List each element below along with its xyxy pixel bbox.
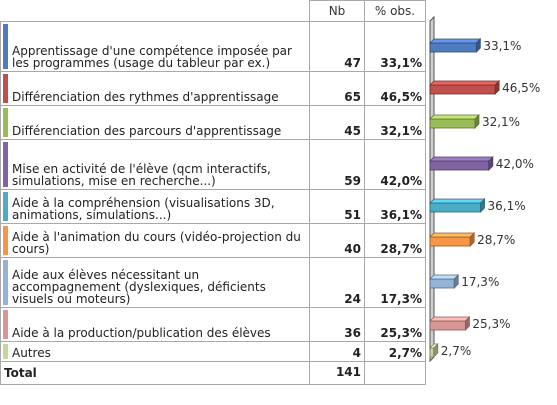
row-pct: 42,0% bbox=[364, 139, 426, 190]
bar-front bbox=[429, 42, 477, 53]
row-label-cell: Apprentissage d'une compétence imposée p… bbox=[0, 21, 310, 72]
bar-top bbox=[429, 198, 486, 204]
row-label: Aide à l'animation du cours (vidéo-proje… bbox=[12, 230, 301, 256]
row-pct: 28,7% bbox=[364, 223, 426, 258]
bar-value-label: 25,3% bbox=[472, 317, 510, 331]
row-color-swatch bbox=[3, 24, 8, 69]
bar-side bbox=[469, 232, 475, 247]
table-row: Différenciation des rythmes d'apprentiss… bbox=[0, 71, 426, 106]
bar-front bbox=[429, 84, 496, 95]
row-label: Apprentissage d'une compétence imposée p… bbox=[12, 44, 292, 70]
table-row: Aide aux élèves nécessitant un accompagn… bbox=[0, 257, 426, 308]
bar-value-label: 36,1% bbox=[488, 199, 526, 213]
table-row: Autres 4 2,7% bbox=[0, 341, 426, 362]
bar-front bbox=[429, 202, 481, 213]
row-color-swatch bbox=[3, 142, 8, 187]
bar-side bbox=[474, 114, 480, 129]
row-label-cell: Différenciation des rythmes d'apprentiss… bbox=[0, 71, 310, 106]
chart-axis bbox=[429, 15, 435, 363]
row-label-cell: Aide à la production/publication des élè… bbox=[0, 307, 310, 342]
bar-value-label: 32,1% bbox=[482, 115, 520, 129]
row-nb: 36 bbox=[309, 307, 365, 342]
bar-top bbox=[429, 232, 476, 238]
bar-front bbox=[429, 118, 476, 129]
table-row: Apprentissage d'une compétence imposée p… bbox=[0, 21, 426, 72]
bar-top bbox=[429, 274, 460, 280]
row-color-swatch bbox=[3, 344, 8, 359]
bar-side bbox=[494, 80, 500, 95]
row-color-swatch bbox=[3, 260, 8, 305]
bar-top bbox=[429, 38, 482, 44]
bar-front bbox=[429, 320, 466, 331]
table-row: Aide à l'animation du cours (vidéo-proje… bbox=[0, 223, 426, 258]
row-nb: 65 bbox=[309, 71, 365, 106]
bar-front bbox=[429, 278, 455, 289]
table-header-row: Nb % obs. bbox=[0, 0, 426, 22]
bar-side bbox=[453, 274, 459, 289]
header-nb: Nb bbox=[309, 0, 365, 22]
row-label: Aide aux élèves nécessitant un accompagn… bbox=[12, 268, 266, 306]
row-pct: 25,3% bbox=[364, 307, 426, 342]
row-label: Aide à la compréhension (visualisations … bbox=[12, 196, 275, 222]
total-empty bbox=[364, 361, 426, 385]
results-table: Nb % obs. Apprentissage d'une compétence… bbox=[0, 0, 426, 385]
bar-value-label: 42,0% bbox=[496, 157, 534, 171]
bar-value-label: 46,5% bbox=[502, 81, 540, 95]
row-label: Différenciation des parcours d'apprentis… bbox=[12, 124, 282, 138]
header-pct: % obs. bbox=[364, 0, 426, 22]
table-row: Mise en activité de l'élève (qcm interac… bbox=[0, 139, 426, 190]
bar-value-label: 17,3% bbox=[461, 275, 499, 289]
bar-side bbox=[488, 156, 494, 171]
bar-side bbox=[465, 316, 470, 331]
row-pct: 32,1% bbox=[364, 105, 426, 140]
row-label-cell: Différenciation des parcours d'apprentis… bbox=[0, 105, 310, 140]
row-color-swatch bbox=[3, 74, 8, 103]
row-nb: 24 bbox=[309, 257, 365, 308]
total-label: Total bbox=[0, 361, 310, 385]
bar-top bbox=[429, 156, 494, 162]
bar-front bbox=[429, 347, 435, 358]
row-label-cell: Aide aux élèves nécessitant un accompagn… bbox=[0, 257, 310, 308]
row-color-swatch bbox=[3, 108, 8, 137]
bar-top bbox=[429, 80, 501, 86]
row-color-swatch bbox=[3, 226, 8, 255]
row-label-cell: Mise en activité de l'élève (qcm interac… bbox=[0, 139, 310, 190]
row-nb: 59 bbox=[309, 139, 365, 190]
bar-side bbox=[433, 343, 439, 358]
bar-front bbox=[429, 160, 490, 171]
row-label: Différenciation des rythmes d'apprentiss… bbox=[12, 90, 279, 104]
bar-value-label: 28,7% bbox=[477, 233, 515, 247]
total-row: Total 141 bbox=[0, 361, 426, 385]
row-label: Mise en activité de l'élève (qcm interac… bbox=[12, 162, 271, 188]
bar-top bbox=[429, 316, 471, 322]
bar-front bbox=[429, 236, 471, 247]
row-nb: 51 bbox=[309, 189, 365, 224]
bar-value-label: 33,1% bbox=[483, 39, 521, 53]
bar-side bbox=[475, 38, 481, 53]
table-row: Aide à la production/publication des élè… bbox=[0, 307, 426, 342]
row-label: Aide à la production/publication des élè… bbox=[12, 326, 271, 340]
header-corner bbox=[0, 0, 310, 22]
bar-value-label: 2,7% bbox=[441, 344, 472, 358]
row-pct: 33,1% bbox=[364, 21, 426, 72]
row-color-swatch bbox=[3, 310, 8, 339]
row-pct: 36,1% bbox=[364, 189, 426, 224]
bar-top bbox=[429, 114, 480, 120]
bar-side bbox=[480, 198, 485, 213]
row-color-swatch bbox=[3, 192, 8, 221]
row-label: Autres bbox=[12, 346, 51, 360]
row-label-cell: Autres bbox=[0, 341, 310, 362]
table-row: Différenciation des parcours d'apprentis… bbox=[0, 105, 426, 140]
row-pct: 17,3% bbox=[364, 257, 426, 308]
